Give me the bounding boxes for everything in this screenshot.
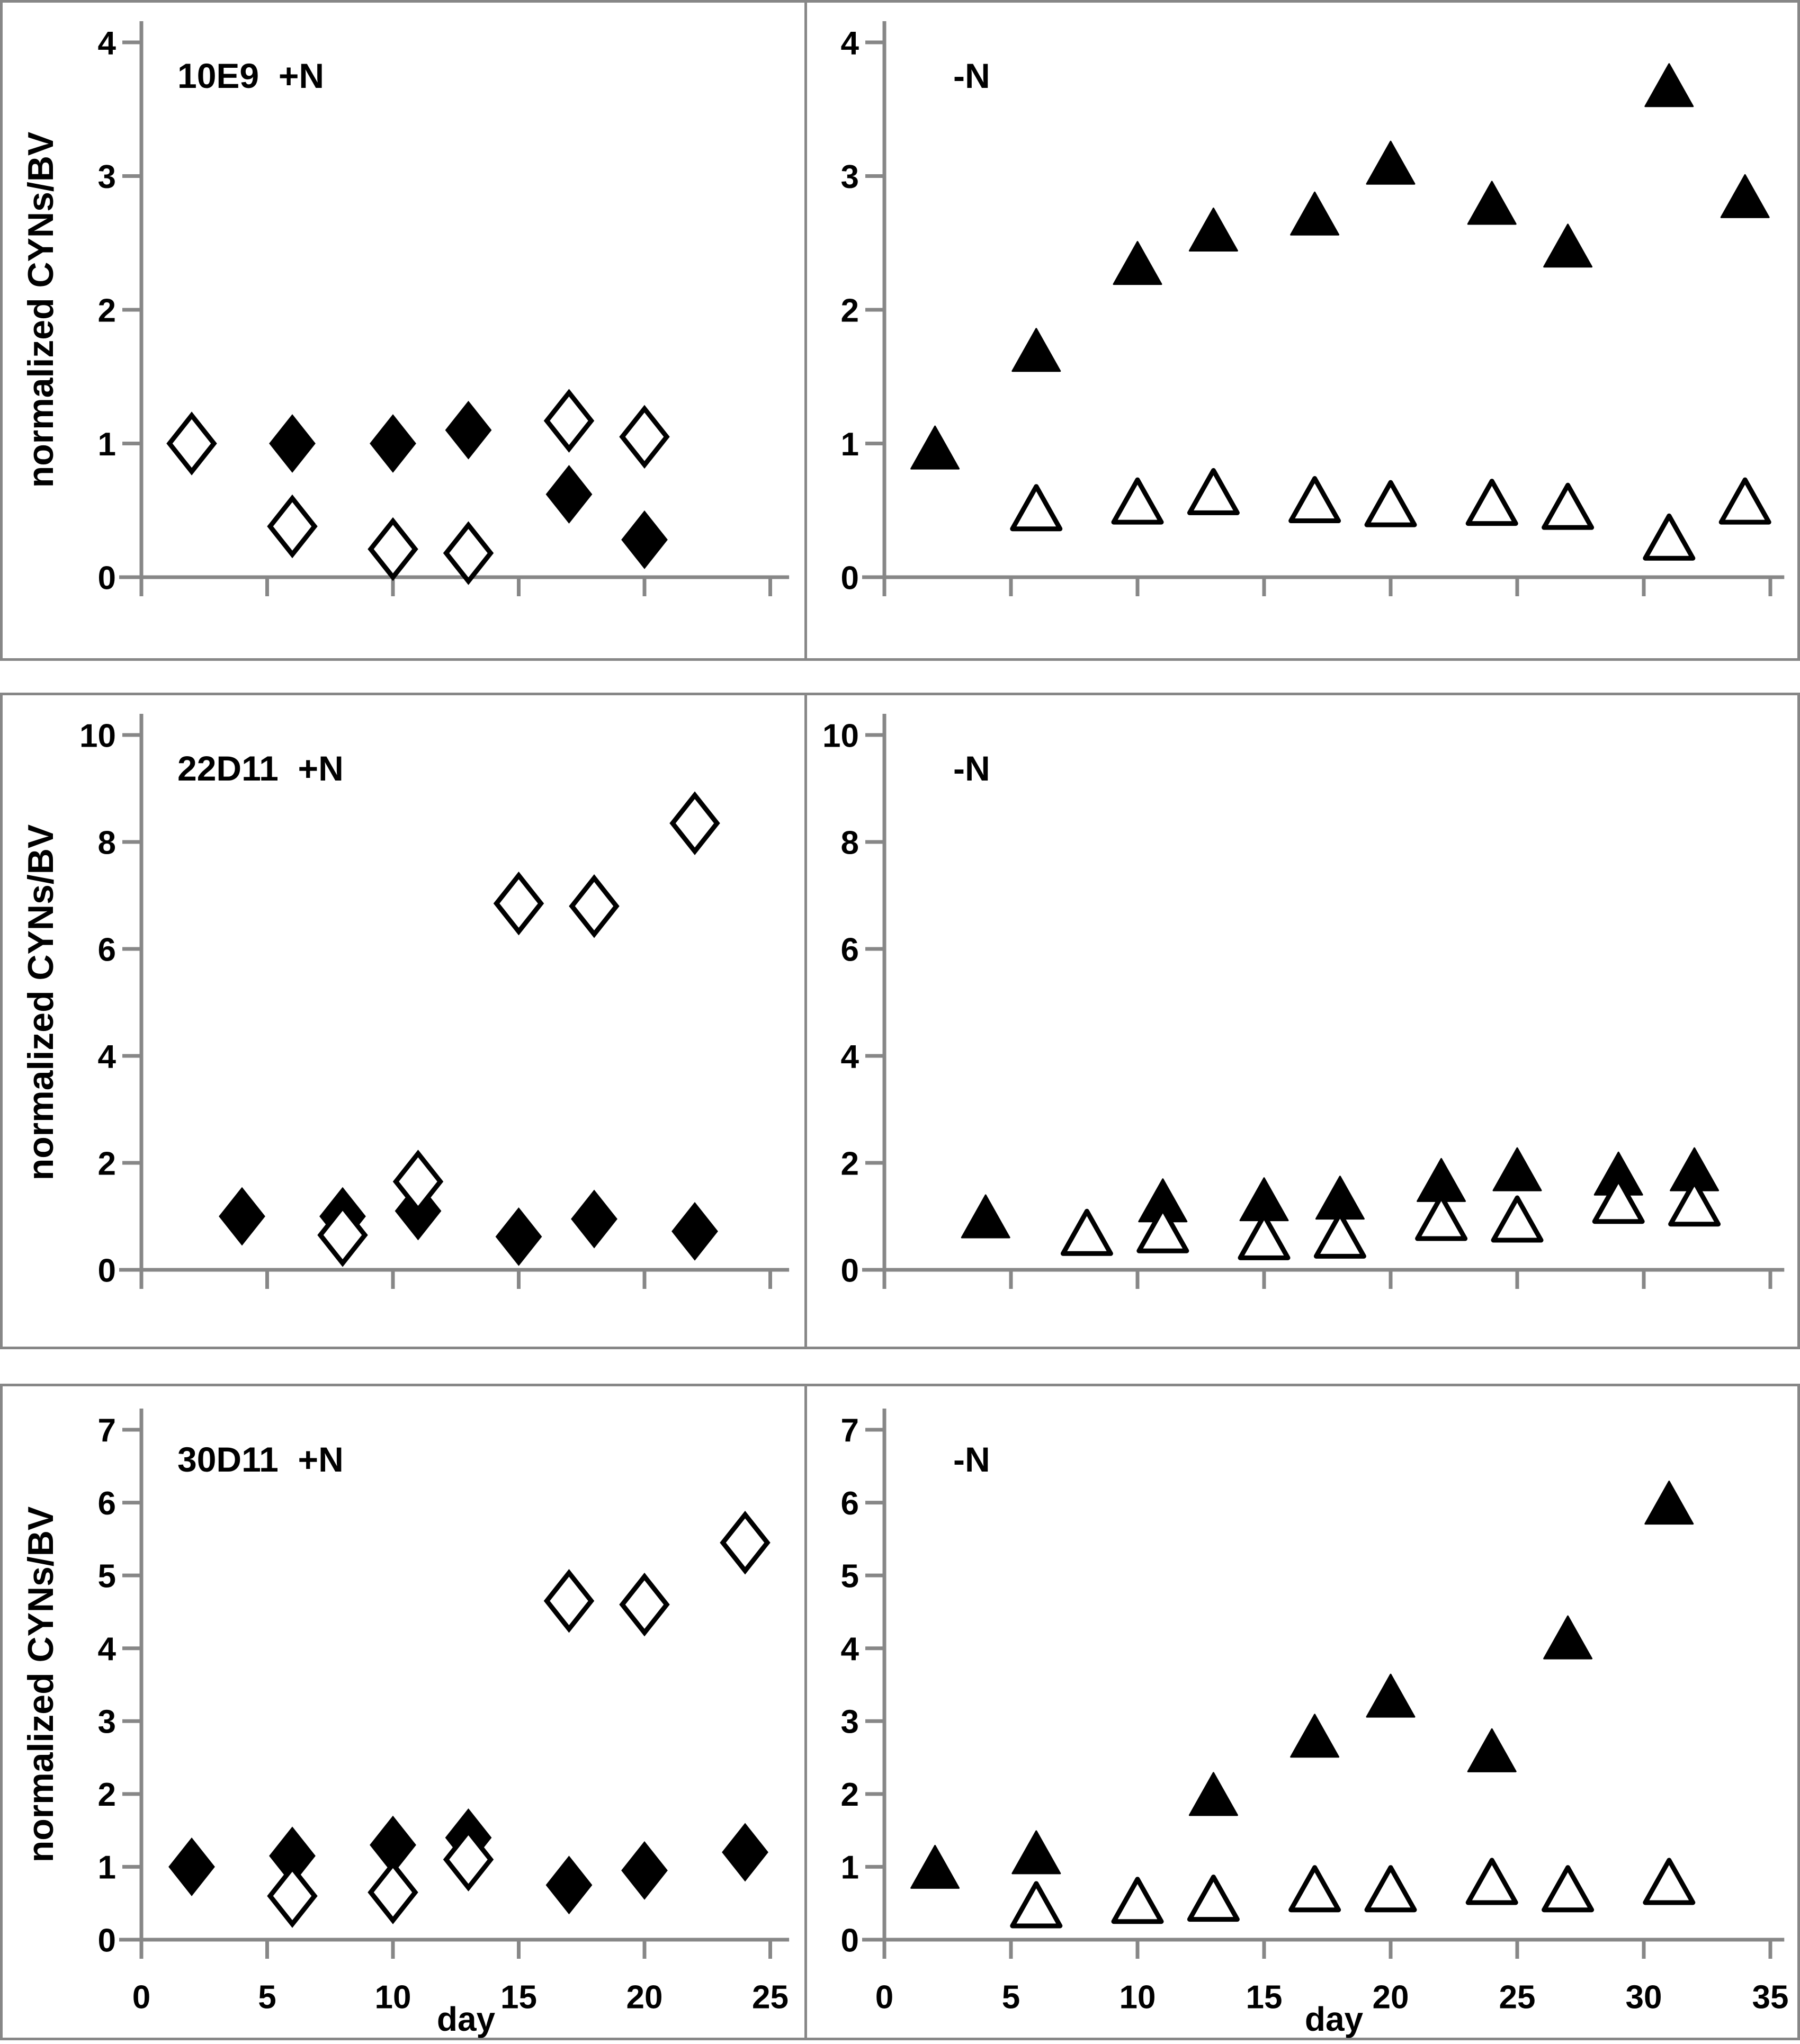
scatter-plot-22d11-plus-n: 0 2 4 6 8 10 [79,714,790,1289]
svg-text:2: 2 [98,1777,116,1813]
svg-text:2: 2 [841,292,859,329]
svg-text:4: 4 [98,1038,117,1075]
y-axis-label: normalized CYNs/BV [21,1506,61,1863]
svg-text:30: 30 [1626,1979,1662,2015]
svg-text:6: 6 [98,1485,116,1522]
svg-text:10: 10 [822,718,859,754]
svg-text:10: 10 [79,718,116,754]
svg-text:1: 1 [98,426,116,463]
svg-text:2: 2 [98,292,116,329]
svg-text:2: 2 [841,1777,859,1813]
svg-text:8: 8 [841,824,859,861]
scatter-plot-10e9-plus-n: 0 1 2 3 4 [98,21,790,596]
svg-text:4: 4 [98,1631,117,1668]
svg-text:3: 3 [841,159,859,195]
y-axis-label: normalized CYNs/BV [21,824,61,1181]
panel-10e9-plus-n: 10E9 +N normalized CYNs/BV 0 1 2 3 4 [0,0,807,661]
panel-30d11-plus-n: 30D11 +N normalized CYNs/BV day 0 1 2 3 4 5 6 7… [0,1384,807,2040]
svg-text:20: 20 [1373,1979,1409,2015]
svg-text:0: 0 [841,1252,859,1289]
svg-text:7: 7 [841,1412,859,1449]
svg-text:10: 10 [375,1979,411,2015]
svg-text:0: 0 [98,560,116,596]
svg-text:1: 1 [98,1850,116,1886]
scatter-plot-30d11-minus-n: 0 1 2 3 4 5 6 7 0 5 10 15 20 25 30 35 [841,1409,1789,2015]
svg-text:2: 2 [98,1145,116,1182]
svg-text:6: 6 [98,931,116,968]
panel-title: -N [953,56,990,95]
panel-22d11-minus-n: -N 0 2 4 6 8 10 [807,693,1800,1349]
x-axis-label: day [1304,2000,1364,2038]
scatter-plot-30d11-plus-n: 0 1 2 3 4 5 6 7 0 5 10 15 20 25 [98,1409,790,2015]
svg-text:35: 35 [1752,1979,1789,2015]
svg-text:8: 8 [98,824,116,861]
panel-title: 30D11 +N [177,1440,344,1479]
svg-text:1: 1 [841,426,859,463]
svg-text:1: 1 [841,1850,859,1886]
svg-text:7: 7 [98,1412,116,1449]
svg-text:5: 5 [841,1558,859,1594]
svg-text:5: 5 [258,1979,276,2015]
x-axis-label: day [436,2000,496,2038]
svg-text:0: 0 [132,1979,150,2015]
svg-text:6: 6 [841,931,859,968]
svg-text:4: 4 [841,1038,859,1075]
panel-title: -N [953,1440,990,1479]
scatter-plot-10e9-minus-n: 0 1 2 3 4 [841,21,1785,596]
svg-text:0: 0 [841,560,859,596]
svg-text:3: 3 [98,159,116,195]
svg-text:4: 4 [98,25,117,61]
svg-text:25: 25 [752,1979,789,2015]
panel-30d11-minus-n: -N day 0 1 2 3 4 5 6 7 0 5 10 15 20 25 30 35 [807,1384,1800,2040]
svg-text:0: 0 [875,1979,893,2015]
svg-text:15: 15 [1246,1979,1283,2015]
svg-text:4: 4 [841,1631,859,1668]
svg-text:5: 5 [98,1558,116,1594]
svg-text:15: 15 [500,1979,537,2015]
svg-text:3: 3 [98,1704,116,1741]
svg-text:3: 3 [841,1704,859,1741]
svg-text:10: 10 [1120,1979,1156,2015]
y-axis-label: normalized CYNs/BV [21,131,61,488]
panel-title: 22D11 +N [177,749,344,788]
panel-title: -N [953,749,990,788]
svg-text:6: 6 [841,1485,859,1522]
svg-text:20: 20 [626,1979,663,2015]
panel-title: 10E9 +N [177,56,325,95]
svg-text:25: 25 [1499,1979,1536,2015]
panel-22d11-plus-n: 22D11 +N normalized CYNs/BV 0 2 4 6 8 10 [0,693,807,1349]
svg-text:0: 0 [98,1252,116,1289]
svg-text:0: 0 [98,1922,116,1959]
svg-text:2: 2 [841,1145,859,1182]
svg-text:0: 0 [841,1922,859,1959]
svg-text:4: 4 [841,25,859,61]
svg-text:5: 5 [1002,1979,1020,2015]
panel-10e9-minus-n: -N 0 1 2 3 4 [807,0,1800,661]
scatter-plot-22d11-minus-n: 0 2 4 6 8 10 [822,714,1785,1289]
